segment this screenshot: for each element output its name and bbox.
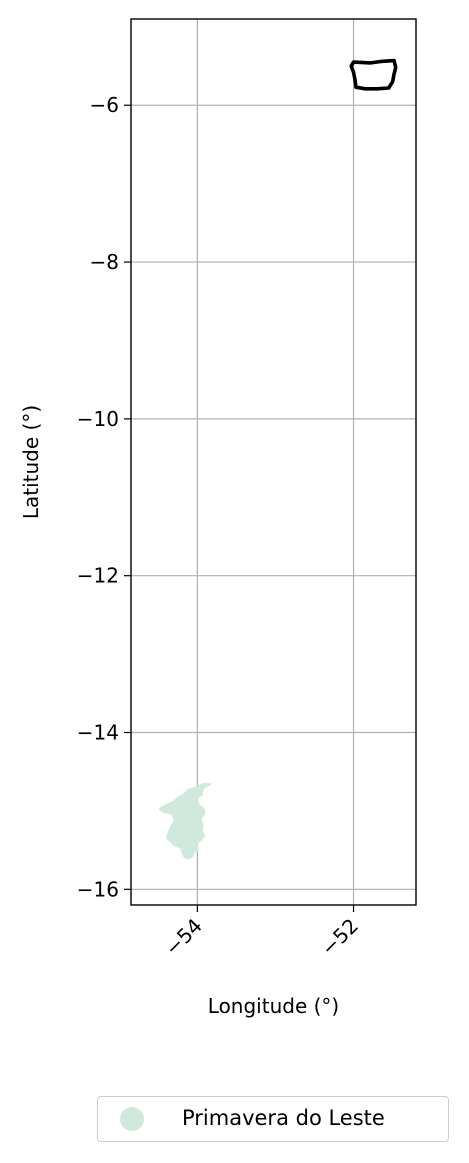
- y-tick-label: −12: [77, 564, 119, 588]
- x-tick-label: −52: [316, 914, 363, 961]
- gridlines: [131, 19, 416, 905]
- y-axis-label: Latitude (°): [19, 405, 43, 519]
- axes-frame: [130, 18, 417, 906]
- y-tick-label: −10: [77, 407, 119, 431]
- legend-marker-primavera-do-leste: [120, 1107, 144, 1131]
- region-primavera-do-leste: [158, 782, 213, 860]
- x-axis-label: Longitude (°): [208, 994, 339, 1018]
- map-features: [158, 58, 398, 860]
- plot-area: [131, 19, 416, 905]
- y-tick-label: −16: [77, 877, 119, 901]
- y-tick-label: −6: [90, 93, 119, 117]
- x-tick-label: −54: [160, 914, 207, 961]
- legend-label-primavera-do-leste: Primavera do Leste: [182, 1106, 385, 1130]
- axis-ticks: −6 −8 −10 −12 −14 −16 −54 −52: [77, 93, 363, 960]
- y-tick-label: −8: [90, 250, 119, 274]
- y-tick-label: −14: [77, 721, 119, 745]
- outline-northern-outline: [349, 58, 398, 91]
- legend: Primavera do Leste: [97, 1096, 449, 1142]
